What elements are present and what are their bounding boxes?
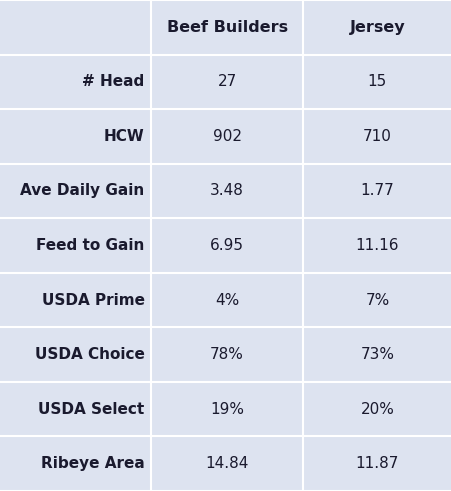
Text: Ribeye Area: Ribeye Area: [41, 456, 144, 471]
Text: 4%: 4%: [215, 293, 239, 307]
Text: Ave Daily Gain: Ave Daily Gain: [20, 184, 144, 198]
Text: 15: 15: [367, 74, 386, 89]
Text: Beef Builders: Beef Builders: [166, 20, 287, 35]
Text: 710: 710: [362, 129, 391, 144]
Text: 20%: 20%: [360, 402, 393, 417]
Text: Jersey: Jersey: [349, 20, 405, 35]
Text: # Head: # Head: [82, 74, 144, 89]
Text: 73%: 73%: [359, 347, 394, 362]
Text: 1.77: 1.77: [360, 184, 393, 198]
Text: 11.87: 11.87: [355, 456, 398, 471]
Text: 19%: 19%: [210, 402, 244, 417]
Text: 27: 27: [217, 74, 236, 89]
Text: 3.48: 3.48: [210, 184, 244, 198]
Text: Feed to Gain: Feed to Gain: [36, 238, 144, 253]
Text: 78%: 78%: [210, 347, 244, 362]
Text: HCW: HCW: [104, 129, 144, 144]
Text: 14.84: 14.84: [205, 456, 248, 471]
Text: USDA Choice: USDA Choice: [35, 347, 144, 362]
Text: 902: 902: [212, 129, 241, 144]
Text: USDA Select: USDA Select: [38, 402, 144, 417]
Text: 6.95: 6.95: [210, 238, 244, 253]
Text: 11.16: 11.16: [355, 238, 398, 253]
Text: USDA Prime: USDA Prime: [41, 293, 144, 307]
Text: 7%: 7%: [364, 293, 389, 307]
